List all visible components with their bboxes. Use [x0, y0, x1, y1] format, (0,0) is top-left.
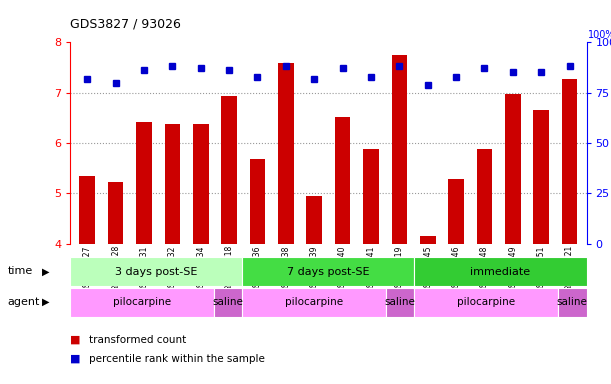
Bar: [562, 79, 577, 244]
Bar: [79, 176, 95, 244]
Bar: [386, 288, 414, 317]
Text: ■: ■: [70, 335, 81, 345]
Text: 100%: 100%: [588, 30, 611, 40]
Bar: [136, 122, 152, 244]
Bar: [533, 110, 549, 244]
Bar: [335, 117, 350, 244]
Text: saline: saline: [385, 297, 415, 308]
Bar: [214, 288, 243, 317]
Bar: [70, 257, 243, 286]
Bar: [307, 197, 322, 244]
Text: ▶: ▶: [42, 297, 49, 307]
Bar: [392, 55, 407, 244]
Text: pilocarpine: pilocarpine: [113, 297, 171, 308]
Bar: [70, 288, 214, 317]
Bar: [558, 288, 587, 317]
Text: transformed count: transformed count: [89, 335, 186, 345]
Bar: [505, 94, 521, 244]
Text: 3 days post-SE: 3 days post-SE: [115, 266, 197, 277]
Text: saline: saline: [213, 297, 243, 308]
Text: agent: agent: [7, 297, 40, 307]
Text: time: time: [7, 266, 32, 276]
Text: immediate: immediate: [470, 266, 530, 277]
Text: ■: ■: [70, 354, 81, 364]
Text: 7 days post-SE: 7 days post-SE: [287, 266, 370, 277]
Text: percentile rank within the sample: percentile rank within the sample: [89, 354, 265, 364]
Bar: [193, 124, 208, 244]
Text: pilocarpine: pilocarpine: [285, 297, 343, 308]
Bar: [108, 182, 123, 244]
Bar: [420, 236, 436, 244]
Bar: [363, 149, 379, 244]
Bar: [477, 149, 492, 244]
Text: pilocarpine: pilocarpine: [457, 297, 515, 308]
Bar: [250, 159, 265, 244]
Bar: [243, 257, 414, 286]
Bar: [414, 288, 558, 317]
Bar: [278, 63, 294, 244]
Text: ▶: ▶: [42, 266, 49, 276]
Bar: [221, 96, 237, 244]
Text: saline: saline: [557, 297, 588, 308]
Bar: [448, 179, 464, 244]
Bar: [164, 124, 180, 244]
Bar: [414, 257, 587, 286]
Bar: [243, 288, 386, 317]
Text: GDS3827 / 93026: GDS3827 / 93026: [70, 17, 181, 30]
